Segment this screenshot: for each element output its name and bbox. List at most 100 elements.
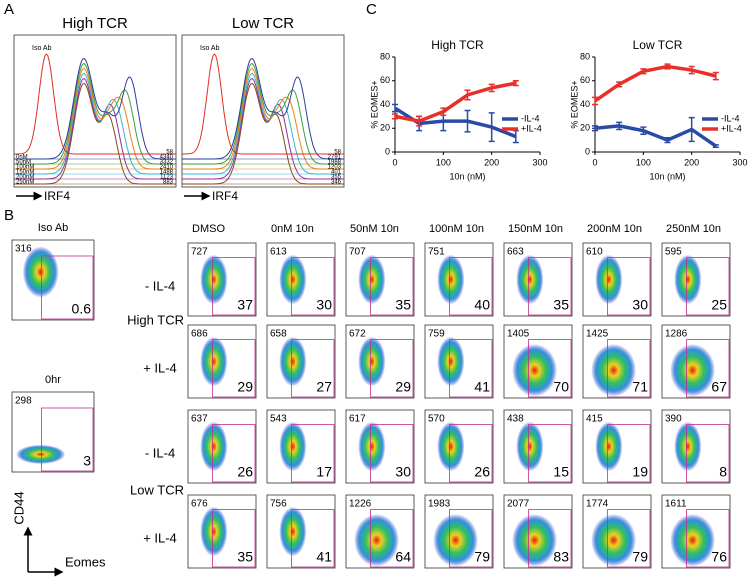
iso-value: 58 xyxy=(166,150,173,156)
x-tick-label: 0 xyxy=(392,157,397,167)
gate xyxy=(291,339,335,398)
series-line xyxy=(594,64,717,103)
gate-percent: 29 xyxy=(395,379,411,395)
error-bar xyxy=(664,137,671,144)
x-tick-label: 0 xyxy=(592,157,597,167)
x-tick-label: 200 xyxy=(684,157,699,167)
density-cloud xyxy=(200,506,228,557)
condition-label: 250nM xyxy=(16,180,34,186)
y-tick-label: 80 xyxy=(380,51,390,61)
density-cloud xyxy=(354,513,400,567)
gate-percent: 71 xyxy=(632,379,648,395)
event-count: 676 xyxy=(191,499,208,510)
y-tick-label: 80 xyxy=(580,51,590,61)
mfi-value: 4340 xyxy=(160,155,174,161)
gate xyxy=(686,424,730,483)
density-cloud xyxy=(512,343,558,397)
error-bar xyxy=(464,109,471,133)
x-tick-label: 300 xyxy=(732,157,747,167)
density-cloud xyxy=(279,506,307,557)
event-count: 1226 xyxy=(349,499,372,510)
error-bar xyxy=(688,116,695,143)
condition-label: 150nM xyxy=(16,170,34,176)
event-count: 390 xyxy=(665,414,682,425)
density-cloud xyxy=(433,513,479,567)
x-tick-label: 200 xyxy=(484,157,499,167)
series-line xyxy=(394,81,517,123)
iso-value: 58 xyxy=(334,150,341,156)
mfi-value: 1488 xyxy=(160,170,174,176)
row-label: + IL-4 xyxy=(143,360,177,375)
group-label: Low TCR xyxy=(130,482,184,497)
gate xyxy=(607,257,651,316)
histogram-curve xyxy=(182,53,344,155)
flow-plot-frame xyxy=(187,242,257,317)
gate-percent: 70 xyxy=(553,379,569,395)
gate xyxy=(41,255,94,320)
event-count: 610 xyxy=(586,247,603,258)
density-cloud xyxy=(674,254,702,305)
y-axis-label: % EOMES+ xyxy=(569,80,579,128)
event-count: 1425 xyxy=(586,329,609,340)
row-label: - IL-4 xyxy=(145,278,175,293)
gate xyxy=(291,424,335,483)
y-tick-label: 0 xyxy=(385,146,390,156)
gate xyxy=(291,257,335,316)
error-bar xyxy=(688,65,695,75)
density-cloud xyxy=(16,444,66,464)
event-count: 707 xyxy=(349,247,366,258)
gate-percent: 26 xyxy=(474,464,490,480)
gate xyxy=(291,509,335,568)
y-tick-label: 0 xyxy=(585,146,590,156)
column-title: 50nM 10n xyxy=(350,223,399,235)
gate-percent: 26 xyxy=(237,464,253,480)
x-axis-label: Eomes xyxy=(65,554,106,569)
gate-percent: 8 xyxy=(719,464,727,480)
gate-percent: 27 xyxy=(316,379,332,395)
gate-percent: 0.6 xyxy=(72,301,92,317)
error-bar xyxy=(712,144,719,148)
gate-percent: 3 xyxy=(83,453,91,469)
density-cloud xyxy=(437,336,465,387)
gate xyxy=(212,424,256,483)
event-count: 1611 xyxy=(665,499,687,510)
gate-percent: 17 xyxy=(316,464,332,480)
mfi-value: 1203 xyxy=(328,165,342,171)
gate-percent: 41 xyxy=(474,379,490,395)
gate xyxy=(449,509,493,568)
gate xyxy=(449,424,493,483)
x-tick-label: 300 xyxy=(532,157,547,167)
error-bar xyxy=(664,63,671,70)
gate-percent: 83 xyxy=(553,549,569,565)
y-tick-label: 40 xyxy=(580,99,590,109)
error-bar xyxy=(592,125,598,132)
mfi-value: 401 xyxy=(331,170,342,176)
row-label: - IL-4 xyxy=(145,445,175,460)
y-tick-label: 40 xyxy=(380,99,390,109)
event-count: 672 xyxy=(349,329,366,340)
column-title: 250nM 10n xyxy=(666,223,721,235)
y-tick-label: 60 xyxy=(380,75,390,85)
event-count: 658 xyxy=(270,329,287,340)
gate-percent: 35 xyxy=(553,297,569,313)
event-count: 637 xyxy=(191,414,208,425)
error-bar xyxy=(416,115,423,127)
error-bar xyxy=(592,96,598,106)
x-tick-label: 100 xyxy=(436,157,451,167)
density-cloud xyxy=(516,254,544,305)
gate-percent: 30 xyxy=(316,297,332,313)
density-cloud xyxy=(200,336,228,387)
series-line xyxy=(594,124,717,148)
histogram-title: Low TCR xyxy=(232,15,294,32)
event-count: 1983 xyxy=(428,499,451,510)
histogram-frame xyxy=(13,34,177,188)
gate xyxy=(528,339,572,398)
gate xyxy=(686,339,730,398)
error-bar xyxy=(640,68,647,75)
event-count: 543 xyxy=(270,414,287,425)
column-title: DMSO xyxy=(192,223,225,235)
histogram-curve xyxy=(182,58,344,160)
event-count: 316 xyxy=(15,244,32,255)
